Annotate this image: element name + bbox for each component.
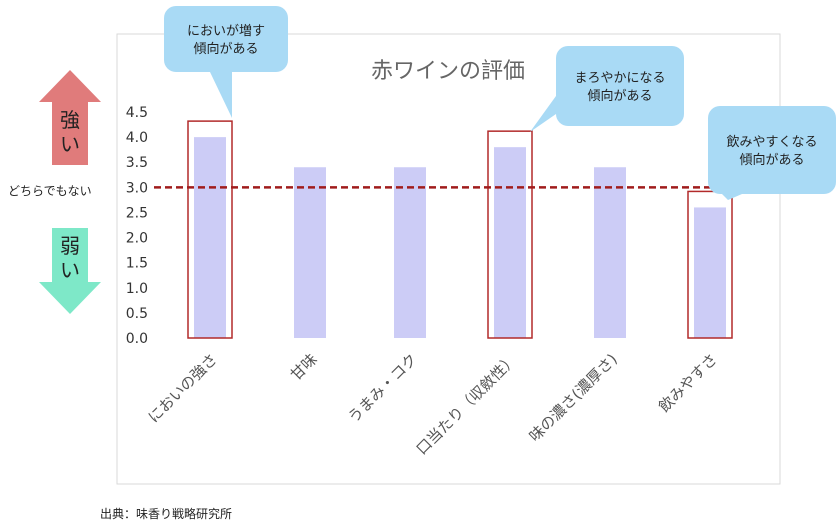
- y-tick-label: 0.5: [126, 306, 148, 322]
- callout-text: 傾向がある: [739, 152, 804, 168]
- highlight-boxes: [187, 120, 733, 339]
- callout-text: 傾向がある: [193, 41, 258, 57]
- callout-pointer: [722, 194, 742, 200]
- highlight-box: [187, 120, 233, 339]
- bar: [294, 167, 326, 338]
- callout-pointer: [530, 96, 556, 132]
- y-tick-label: 3.5: [126, 155, 148, 171]
- bar: [194, 137, 226, 338]
- bar: [394, 167, 426, 338]
- highlight-box: [687, 190, 733, 339]
- chart-title: 赤ワインの評価: [371, 59, 525, 84]
- neutral-label: どちらでもない: [8, 184, 92, 198]
- y-tick-label: 1.5: [126, 256, 148, 272]
- bars: [194, 137, 726, 338]
- y-tick-label: 1.0: [126, 281, 148, 297]
- weak-arrow-icon: [39, 228, 101, 314]
- callout-pointer: [210, 72, 232, 118]
- y-tick-label: 4.0: [126, 130, 148, 146]
- y-axis-ticks: 0.0 0.5 1.0 1.5 2.0 2.5 3.0 3.5 4.0 4.5: [126, 105, 148, 347]
- callout-box: [556, 46, 684, 126]
- source-note: 出典：味香り戦略研究所: [100, 507, 233, 521]
- callout-text: 傾向がある: [587, 88, 652, 104]
- y-tick-label: 2.5: [126, 205, 148, 221]
- weak-label: 弱い: [60, 234, 80, 282]
- y-tick-label: 3.0: [126, 180, 148, 196]
- y-tick-label: 0.0: [126, 331, 148, 347]
- callout-text: 飲みやすくなる: [726, 134, 817, 150]
- y-tick-label: 4.5: [126, 105, 148, 121]
- bar: [494, 147, 526, 338]
- callout-text: においが増す: [187, 24, 265, 39]
- callout-box: [164, 6, 288, 72]
- callout-text: まろやかになる: [574, 71, 665, 86]
- bar: [694, 207, 726, 338]
- highlight-box: [487, 130, 533, 339]
- y-tick-label: 2.0: [126, 231, 148, 247]
- bar: [594, 167, 626, 338]
- strong-label: 強い: [60, 108, 80, 156]
- callout-box: [708, 106, 836, 194]
- strong-arrow-icon: [39, 70, 101, 165]
